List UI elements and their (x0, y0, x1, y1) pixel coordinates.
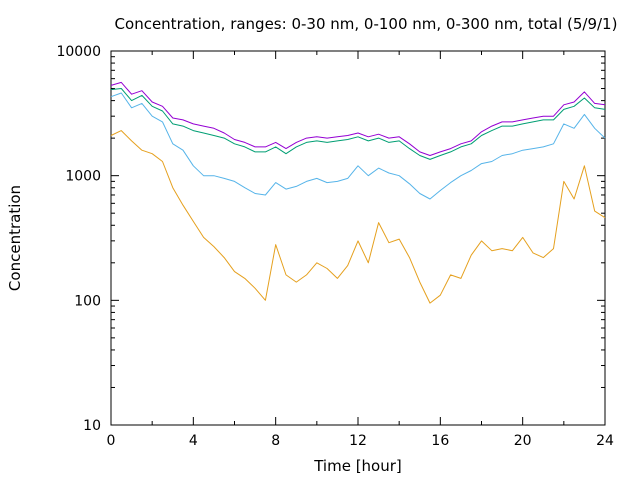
y-axis-title: Concentration (6, 185, 24, 291)
series-line-2 (110, 92, 606, 200)
x-tick-label: 8 (271, 433, 280, 449)
x-axis-title: Time [hour] (313, 457, 402, 475)
y-tick-label: 10 (83, 418, 101, 434)
y-tick-label: 100 (74, 293, 101, 309)
plot-frame (110, 50, 606, 426)
x-tick-label: 16 (431, 433, 449, 449)
y-tick-label: 1000 (65, 169, 101, 185)
x-tick-label: 4 (189, 433, 198, 449)
series-group (110, 81, 606, 304)
series-line-3 (110, 88, 606, 160)
series-line-1 (110, 130, 606, 304)
x-tick-label: 20 (514, 433, 532, 449)
x-tick-label: 0 (107, 433, 116, 449)
x-tick-label: 24 (596, 433, 614, 449)
chart-title: Concentration, ranges: 0-30 nm, 0-100 nm… (115, 15, 618, 33)
series-line-4 (110, 81, 606, 156)
x-tick-label: 12 (349, 433, 367, 449)
y-tick-label: 10000 (56, 44, 101, 60)
tick-group: 0 4 8 12 16 20 24 10 100 1000 10000 (56, 44, 614, 449)
